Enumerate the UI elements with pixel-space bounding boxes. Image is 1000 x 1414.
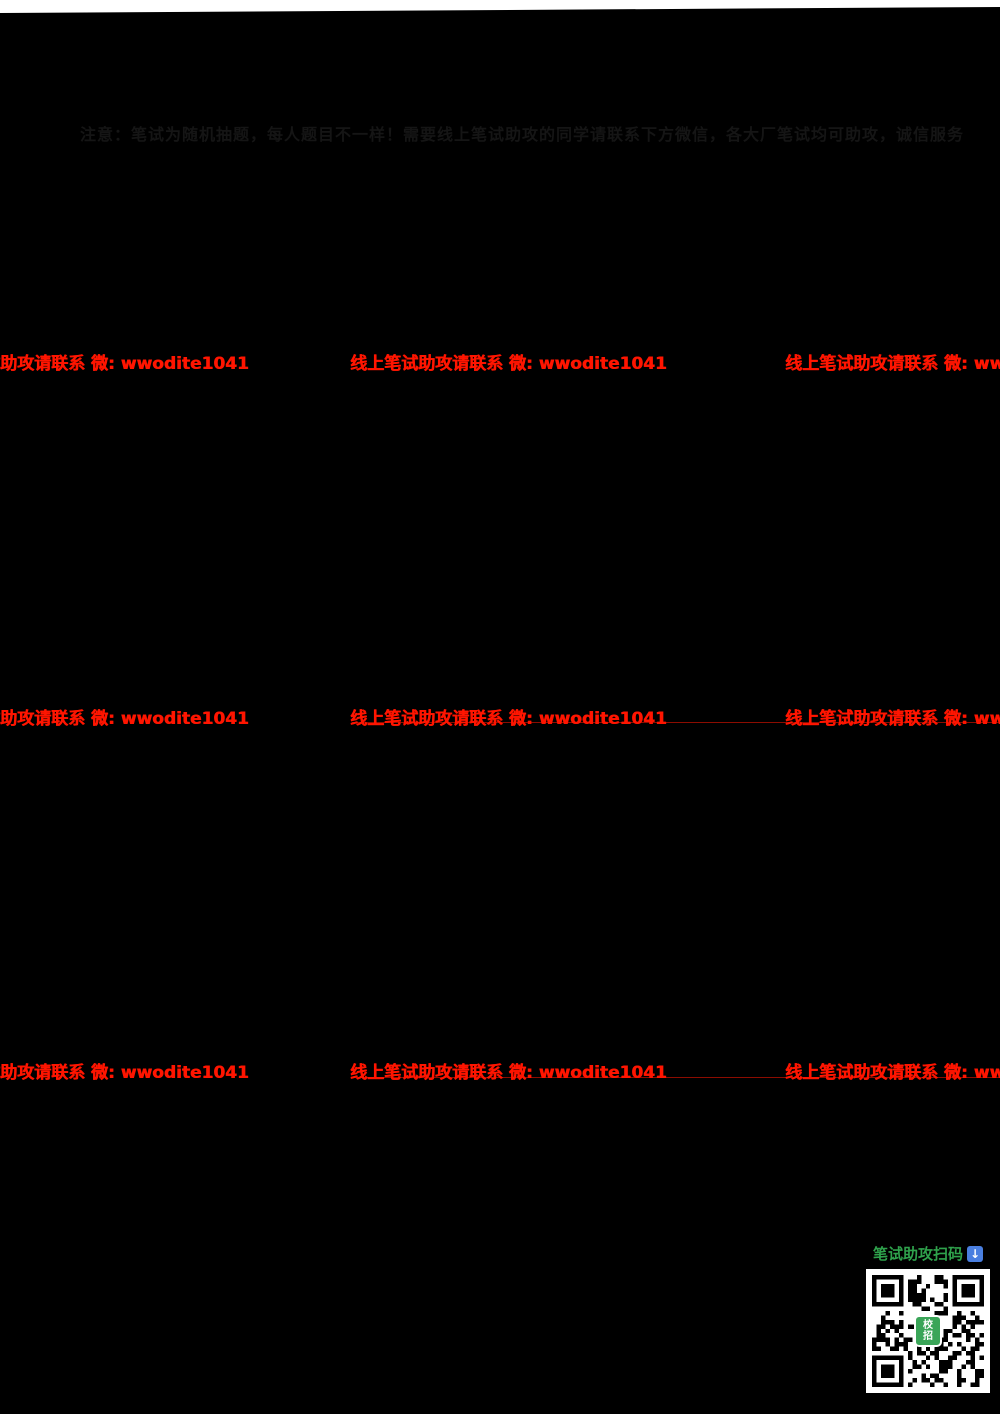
watermark-text: 线上笔试助攻请联系 微: wwodite1041: [785, 354, 1000, 374]
watermark-text: 线上笔试助攻请联系 微: wwodite1041: [0, 1063, 249, 1083]
watermark-text: 线上笔试助攻请联系 微: wwodite1041: [0, 709, 249, 729]
watermark-text: 线上笔试助攻请联系 微: wwodite1041: [0, 354, 249, 374]
watermark-underline: [352, 1077, 1000, 1078]
header-note: 注意：笔试为随机抽题，每人题目不一样！需要线上笔试助攻的同学请联系下方微信，各大…: [80, 125, 965, 144]
qr-code: 校招: [866, 1269, 990, 1393]
qr-label: 笔试助攻扫码: [872, 1245, 963, 1263]
qr-center-logo: 校招: [914, 1315, 942, 1347]
watermark-text: 线上笔试助攻请联系 微: wwodite1041: [785, 709, 1000, 729]
watermark-text: 线上笔试助攻请联系 微: wwodite1041: [350, 1063, 667, 1083]
watermark-underline: [352, 722, 1000, 723]
down-arrow-icon: ↓: [967, 1245, 983, 1262]
qr-center-logo-text: 校招: [923, 1320, 933, 1342]
watermark-text: 线上笔试助攻请联系 微: wwodite1041: [350, 709, 667, 729]
qr-block: 笔试助攻扫码 ↓ 校招: [866, 1243, 990, 1393]
watermark-text: 线上笔试助攻请联系 微: wwodite1041: [785, 1063, 1000, 1083]
watermark-text: 线上笔试助攻请联系 微: wwodite1041: [350, 354, 667, 374]
